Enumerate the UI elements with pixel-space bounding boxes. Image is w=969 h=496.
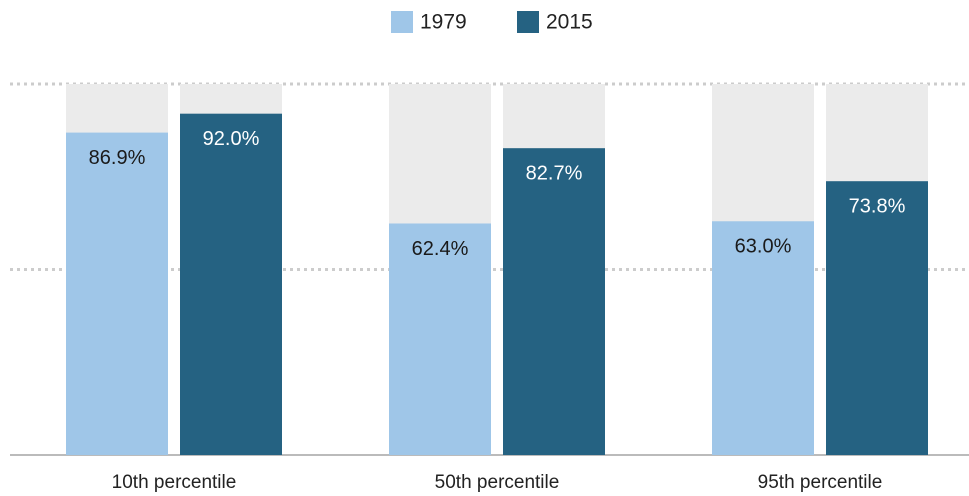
bar xyxy=(66,132,168,455)
legend-swatch xyxy=(391,11,413,33)
x-tick-label: 10th percentile xyxy=(112,472,237,493)
value-label: 73.8% xyxy=(849,195,906,217)
bar xyxy=(503,148,605,456)
x-tick-label: 95th percentile xyxy=(758,472,883,493)
value-label: 62.4% xyxy=(412,238,469,260)
value-label: 82.7% xyxy=(526,162,583,184)
legend-label: 1979 xyxy=(420,11,467,34)
value-label: 86.9% xyxy=(89,147,146,169)
value-label: 92.0% xyxy=(203,128,260,150)
bar xyxy=(180,113,282,456)
x-tick-label: 50th percentile xyxy=(435,472,560,493)
value-label: 63.0% xyxy=(735,236,792,258)
legend-swatch xyxy=(517,11,539,33)
bar xyxy=(389,223,491,455)
legend-label: 2015 xyxy=(546,11,593,34)
bar xyxy=(826,181,928,455)
bar xyxy=(712,221,814,455)
